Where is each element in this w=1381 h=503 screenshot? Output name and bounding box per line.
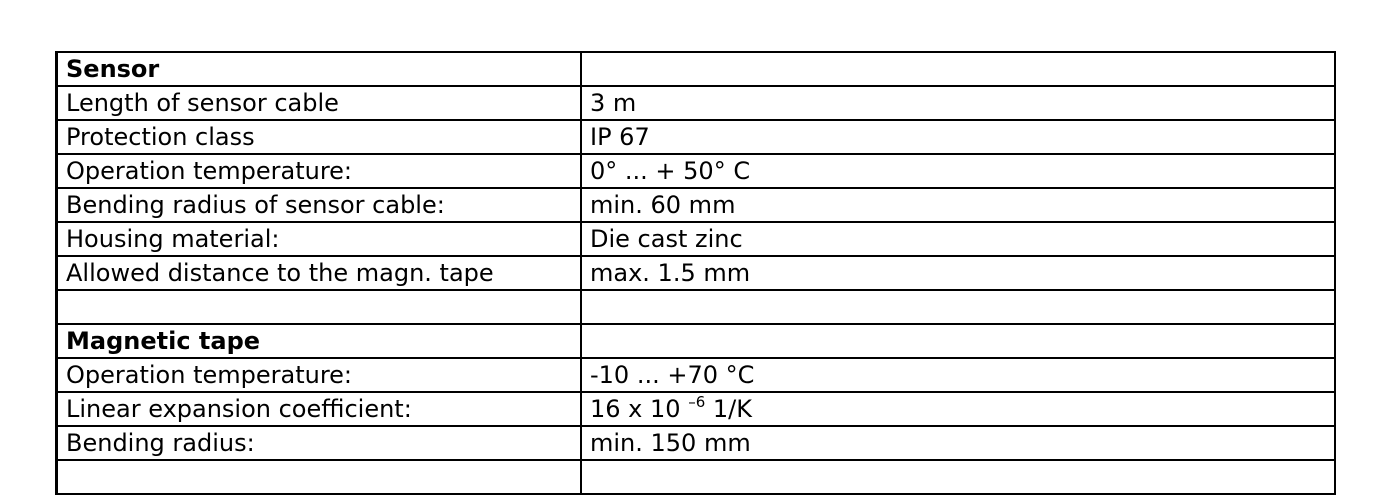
property-value (580, 289, 1336, 325)
property-name: Linear expansion coefficient: (55, 391, 582, 427)
section-title: Magnetic tape (55, 323, 582, 359)
property-value: max. 1.5 mm (580, 255, 1336, 291)
property-name (55, 459, 582, 495)
property-value (580, 323, 1336, 359)
value-unit: 1/K (712, 395, 752, 423)
property-value (580, 51, 1336, 87)
table-row: Bending radius of sensor cable: min. 60 m… (55, 187, 1336, 223)
table-row: Allowed distance to the magn. tape max. 1… (55, 255, 1336, 291)
property-name: Operation temperature: (55, 357, 582, 393)
table-row: Linear expansion coefficient: 16 x 10 –6 … (55, 391, 1336, 427)
property-name: Bending radius: (55, 425, 582, 461)
table-row: Bending radius: min. 150 mm (55, 425, 1336, 461)
table-row: Length of sensor cable 3 m (55, 85, 1336, 121)
table-row: Operation temperature: -10 ... +70 °C (55, 357, 1336, 393)
section-header-row: Magnetic tape (55, 323, 1336, 359)
property-value: 3 m (580, 85, 1336, 121)
table-row: Protection class IP 67 (55, 119, 1336, 155)
property-value: 16 x 10 –6 1/K (580, 391, 1336, 427)
property-name: Bending radius of sensor cable: (55, 187, 582, 223)
property-value (580, 459, 1336, 495)
value-exponent: –6 (688, 393, 706, 411)
property-value: Die cast zinc (580, 221, 1336, 257)
section-title: Sensor (55, 51, 582, 87)
property-value: 0° ... + 50° C (580, 153, 1336, 189)
property-value: IP 67 (580, 119, 1336, 155)
table-row: Operation temperature: 0° ... + 50° C (55, 153, 1336, 189)
property-value: min. 60 mm (580, 187, 1336, 223)
property-value: -10 ... +70 °C (580, 357, 1336, 393)
property-name: Operation temperature: (55, 153, 582, 189)
property-name: Housing material: (55, 221, 582, 257)
table-row (55, 289, 1336, 325)
property-name: Allowed distance to the magn. tape (55, 255, 582, 291)
property-value: min. 150 mm (580, 425, 1336, 461)
property-name: Length of sensor cable (55, 85, 582, 121)
table-row (55, 459, 1336, 495)
section-header-row: Sensor (55, 51, 1336, 87)
property-name (55, 289, 582, 325)
value-base: 16 x 10 (590, 395, 681, 423)
specifications-table: Sensor Length of sensor cable 3 m Protectio… (55, 51, 1336, 495)
table-row: Housing material: Die cast zinc (55, 221, 1336, 257)
property-name: Protection class (55, 119, 582, 155)
